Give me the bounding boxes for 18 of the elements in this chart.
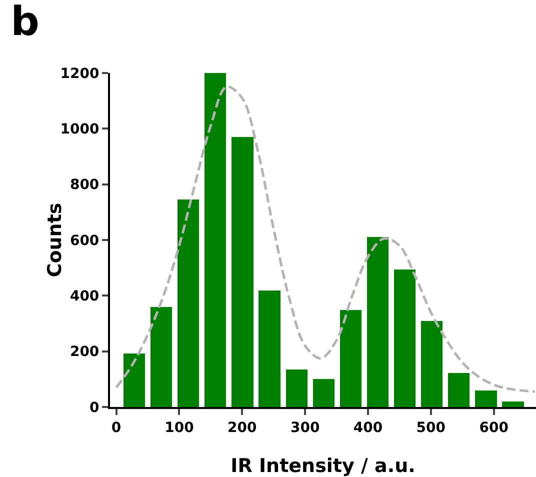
chart-title: b [10, 0, 40, 46]
y-tick-label: 600 [70, 232, 100, 249]
y-tick-label: 800 [70, 177, 100, 194]
line-series [115, 86, 536, 393]
y-tick-label: 1200 [60, 66, 100, 82]
x-tick-label: 0 [111, 420, 122, 436]
x-tick-label: 600 [479, 420, 509, 436]
y-tick-label: 0 [89, 400, 100, 416]
x-tick-label: 200 [228, 420, 258, 436]
x-tick-label: 300 [290, 420, 320, 436]
y-tick-label: 1000 [60, 122, 100, 138]
y-axis-title: Counts [44, 202, 66, 278]
x-tick-label: 100 [164, 420, 194, 436]
x-axis-title: IR Intensity / a.u. [230, 455, 416, 477]
x-tick-label: 500 [416, 420, 446, 436]
y-tick-label: 400 [70, 288, 100, 305]
y-tick-label: 200 [70, 344, 100, 360]
x-tick-label: 400 [353, 420, 383, 436]
